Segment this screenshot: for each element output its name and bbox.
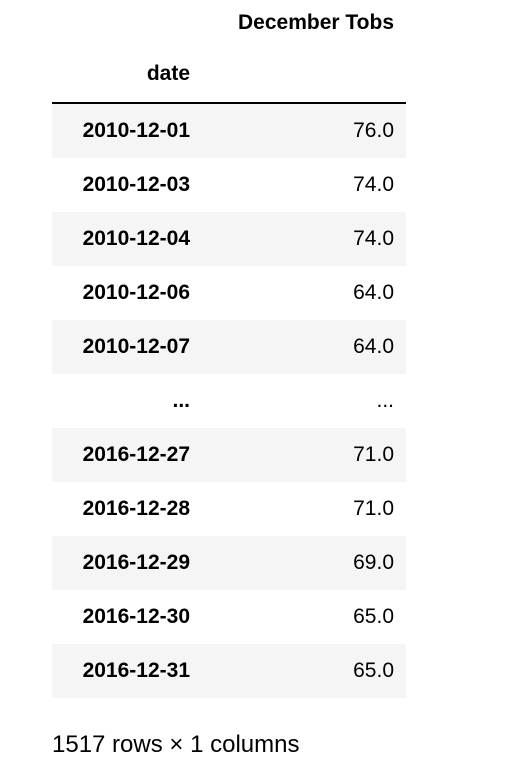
row-index-date: 2010-12-04 [82, 227, 190, 250]
column-header-blank [52, 0, 202, 46]
row-value: 69.0 [353, 551, 394, 574]
row-index-date: 2016-12-28 [82, 497, 190, 520]
row-index-ellipsis: ... [172, 389, 190, 412]
index-name-row: date [52, 46, 406, 104]
row-value: 74.0 [353, 227, 394, 250]
row-index-date: 2016-12-29 [82, 551, 190, 574]
row-value: 71.0 [353, 443, 394, 466]
table-row: 2016-12-29 69.0 [52, 536, 406, 590]
row-value: 65.0 [353, 605, 394, 628]
table-row: 2010-12-01 76.0 [52, 103, 406, 158]
dataframe-shape-summary: 1517 rows × 1 columns [52, 731, 300, 758]
row-value: 71.0 [353, 497, 394, 520]
row-index-date: 2016-12-30 [82, 605, 190, 628]
table-row: 2016-12-28 71.0 [52, 482, 406, 536]
dataframe-output: December Tobs date 2010-12-01 76.0 2010-… [52, 0, 406, 698]
table-row: 2016-12-30 65.0 [52, 590, 406, 644]
row-index-date: 2010-12-03 [82, 173, 190, 196]
row-index-date: 2010-12-07 [82, 335, 190, 358]
table-row: 2010-12-06 64.0 [52, 266, 406, 320]
table-row: 2016-12-31 65.0 [52, 644, 406, 698]
row-value-ellipsis: ... [376, 389, 394, 412]
row-value: 74.0 [353, 173, 394, 196]
row-index-date: 2016-12-31 [82, 659, 190, 682]
row-value: 76.0 [353, 119, 394, 142]
row-index-date: 2010-12-06 [82, 281, 190, 304]
table-row: 2016-12-27 71.0 [52, 428, 406, 482]
row-value: 64.0 [353, 335, 394, 358]
index-name-blank [202, 46, 406, 104]
table-row: 2010-12-07 64.0 [52, 320, 406, 374]
table-row-ellipsis: ... ... [52, 374, 406, 428]
row-index-date: 2010-12-01 [82, 119, 190, 142]
table-row: 2010-12-04 74.0 [52, 212, 406, 266]
table-row: 2010-12-03 74.0 [52, 158, 406, 212]
index-name-label: date [52, 46, 202, 104]
row-index-date: 2016-12-27 [82, 443, 190, 466]
row-value: 65.0 [353, 659, 394, 682]
dataframe-table: December Tobs date 2010-12-01 76.0 2010-… [52, 0, 406, 698]
column-header-december-tobs: December Tobs [238, 11, 394, 34]
row-value: 64.0 [353, 281, 394, 304]
column-header-row: December Tobs [52, 0, 406, 46]
